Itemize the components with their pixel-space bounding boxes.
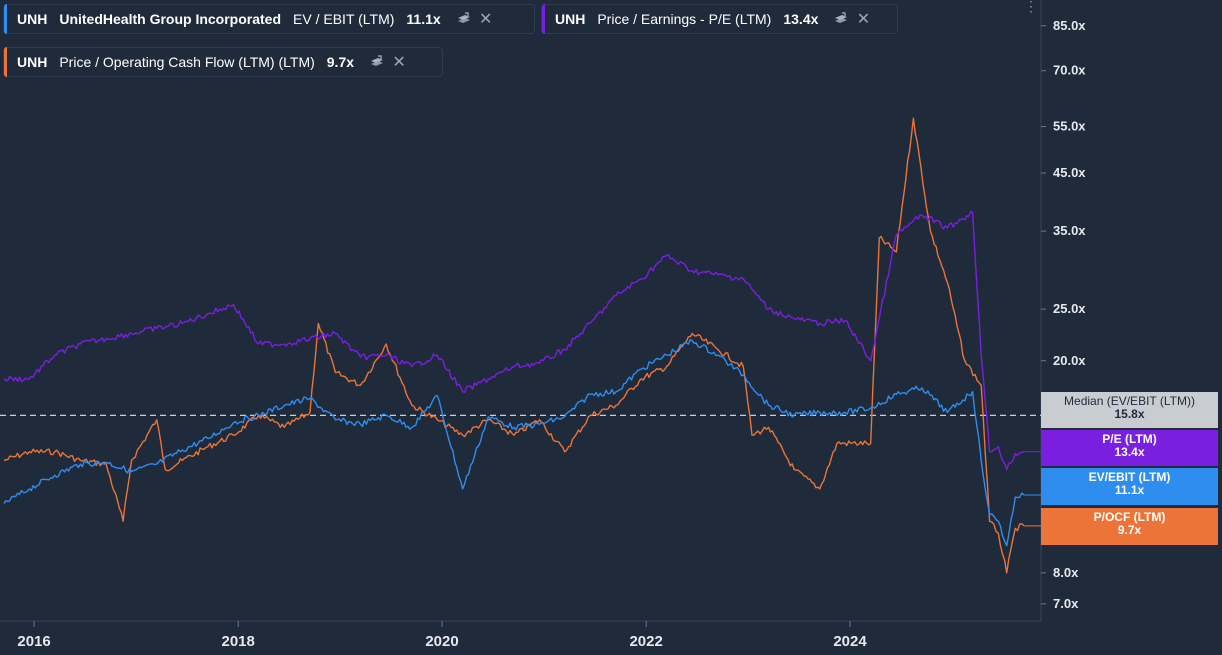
pocf-tag: P/OCF (LTM) 9.7x [1041, 508, 1218, 545]
ev-ebit-tag: EV/EBIT (LTM) 11.1x [1041, 468, 1218, 505]
y-tick-label: 25.0x [1053, 301, 1086, 316]
pe-tag-value: 13.4x [1114, 445, 1145, 459]
ev-ebit-tag-value: 11.1x [1114, 483, 1145, 497]
legend-chip-pe[interactable]: UNH Price / Earnings - P/E (LTM) 13.4x ✕ [541, 4, 898, 34]
legend-ticker: UNH [17, 11, 48, 27]
legend-ticker: UNH [555, 11, 586, 27]
legend-chip-ev-ebit[interactable]: UNH UnitedHealth Group Incorporated EV /… [3, 4, 535, 34]
close-icon[interactable]: ✕ [392, 54, 406, 71]
legend-company: UnitedHealth Group Incorporated [59, 11, 282, 27]
x-tick-label: 2018 [222, 633, 255, 650]
y-tick-label: 70.0x [1053, 63, 1086, 78]
y-tick-label: 7.0x [1053, 596, 1079, 611]
median-tag-value: 15.8x [1114, 407, 1145, 421]
close-icon[interactable]: ✕ [478, 11, 493, 28]
median-tag: Median (EV/EBIT (LTM)) 15.8x [1041, 392, 1218, 428]
y-tick-label: 45.0x [1053, 165, 1086, 180]
x-tick-label: 2016 [17, 633, 50, 650]
legend-metric: EV / EBIT (LTM) [293, 11, 395, 27]
x-tick-label: 2022 [629, 633, 662, 650]
series-line-0 [3, 338, 1025, 547]
legend-color-bar [4, 4, 7, 34]
y-tick-label: 85.0x [1053, 18, 1086, 33]
close-icon[interactable]: ✕ [856, 11, 871, 28]
y-tick-label: 8.0x [1053, 565, 1079, 580]
legend-color-bar [542, 4, 545, 34]
y-tick-label: 20.0x [1053, 353, 1086, 368]
legend-value: 9.7x [326, 54, 355, 70]
legend-metric: Price / Earnings - P/E (LTM) [597, 11, 772, 27]
pe-tag: P/E (LTM) 13.4x [1041, 430, 1218, 466]
pocf-tag-value: 9.7x [1117, 523, 1142, 537]
layers-icon[interactable] [455, 10, 473, 28]
ev-ebit-tag-label: EV/EBIT (LTM) [1088, 470, 1171, 484]
x-tick-label: 2024 [833, 633, 867, 650]
y-tick-label: 55.0x [1053, 119, 1086, 134]
y-tick-label: 35.0x [1053, 223, 1086, 238]
legend-metric: Price / Operating Cash Flow (LTM) (LTM) [59, 54, 315, 70]
more-options-icon[interactable]: ⋮ [1024, 0, 1038, 14]
pocf-tag-label: P/OCF (LTM) [1093, 510, 1166, 524]
legend-ticker: UNH [17, 54, 48, 70]
series-line-2 [3, 117, 1025, 574]
x-tick-label: 2020 [425, 633, 458, 650]
layers-icon[interactable] [368, 53, 386, 71]
pe-tag-label: P/E (LTM) [1102, 432, 1157, 446]
legend-value: 11.1x [406, 11, 441, 27]
median-tag-label: Median (EV/EBIT (LTM)) [1064, 394, 1195, 408]
series-line-1 [3, 210, 1025, 471]
legend-chip-pocf[interactable]: UNH Price / Operating Cash Flow (LTM) (L… [3, 47, 443, 77]
layers-icon[interactable] [832, 10, 850, 28]
legend-color-bar [4, 47, 7, 77]
legend-value: 13.4x [783, 11, 819, 27]
